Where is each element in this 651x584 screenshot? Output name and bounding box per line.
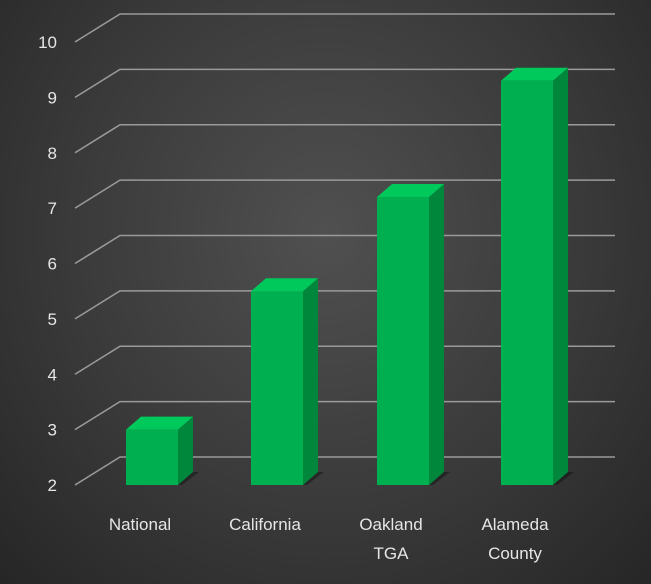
- gridline: [74, 400, 615, 431]
- bar-side: [178, 416, 193, 485]
- gridline: [74, 68, 615, 99]
- bar-top: [377, 184, 444, 198]
- bar-side: [303, 278, 318, 485]
- bar-top: [501, 67, 568, 81]
- bar: [501, 80, 553, 485]
- bar-top: [251, 278, 318, 292]
- bar: [251, 291, 303, 485]
- y-tick-label: 4: [48, 365, 57, 384]
- x-category-label-line: Oakland: [359, 515, 422, 534]
- x-category-label-line: County: [488, 544, 542, 563]
- y-tick-label: 9: [48, 88, 57, 107]
- x-category-label-line: National: [109, 515, 171, 534]
- y-tick-label: 10: [38, 33, 57, 52]
- bar: [377, 197, 429, 486]
- y-tick-label: 8: [48, 144, 57, 163]
- x-category-label-line: Alameda: [481, 515, 549, 534]
- y-tick-label: 3: [48, 421, 57, 440]
- x-category-label-line: TGA: [374, 544, 410, 563]
- x-category-label: National: [109, 515, 171, 534]
- gridline: [74, 290, 615, 320]
- y-tick-label: 2: [48, 476, 57, 495]
- x-category-label: Alameda County: [481, 515, 549, 563]
- bar-top: [126, 416, 193, 430]
- gridline: [74, 13, 615, 43]
- bar: [126, 429, 178, 485]
- gridline: [74, 234, 615, 265]
- x-category-label: California: [229, 515, 301, 534]
- gridline: [74, 345, 615, 375]
- x-category-label: Oakland TGA: [359, 515, 422, 563]
- x-category-label-line: California: [229, 515, 301, 534]
- gridline: [74, 456, 615, 486]
- y-tick-label: 6: [48, 255, 57, 274]
- y-tick-label: 5: [48, 310, 57, 329]
- bar-side: [429, 184, 444, 486]
- gridline: [74, 123, 615, 154]
- gridline: [74, 179, 615, 209]
- y-tick-label: 7: [48, 199, 57, 218]
- bar-side: [553, 67, 568, 485]
